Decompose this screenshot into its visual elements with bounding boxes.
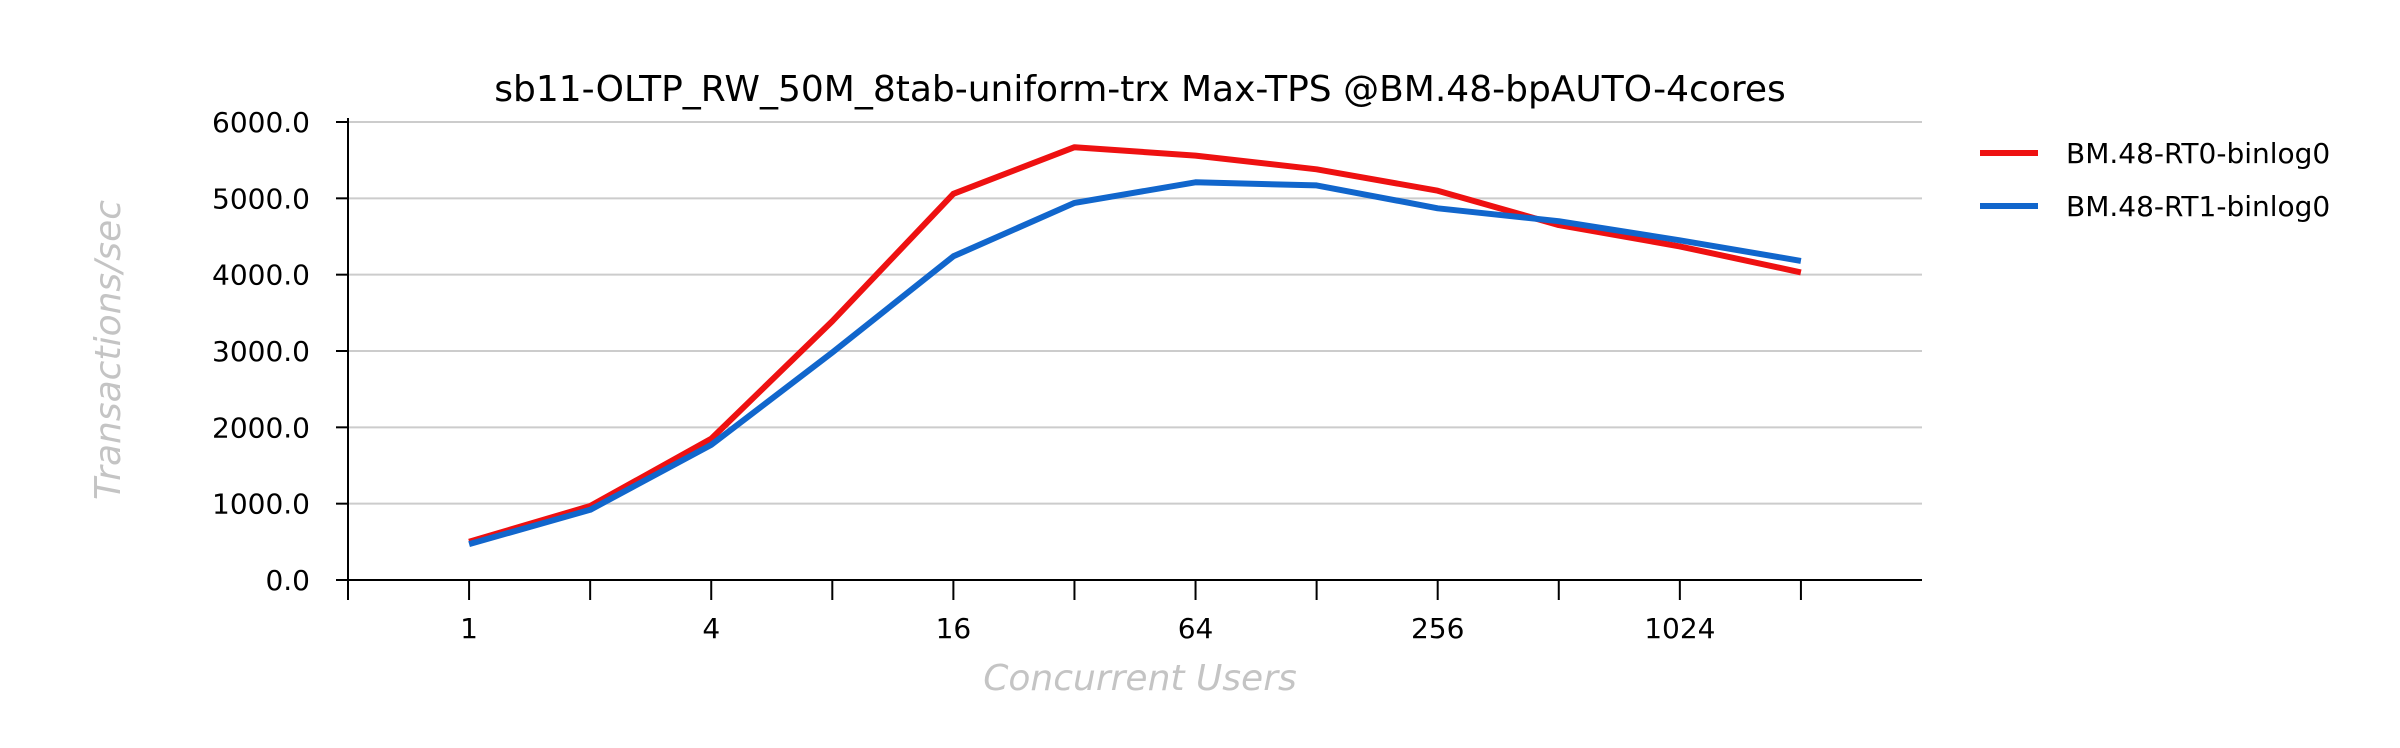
series-lines: [468, 144, 1802, 547]
x-tick-label: 16: [936, 612, 972, 645]
y-tick-label: 0.0: [265, 564, 310, 597]
x-tick-label: 4: [702, 612, 720, 645]
chart-title: sb11-OLTP_RW_50M_8tab-uniform-trx Max-TP…: [494, 69, 1785, 110]
x-tick-label: 1024: [1644, 612, 1715, 645]
x-axis-ticks: 1 4 16 64 256 1024: [347, 580, 1802, 645]
y-tick-label: 1000.0: [212, 488, 310, 521]
y-axis-ticks: 0.0 1000.0 2000.0 3000.0 4000.0 5000.0 6000.0: [212, 106, 348, 597]
y-axis-label: Transactions/sec: [88, 200, 129, 500]
y-tick-label: 5000.0: [212, 182, 310, 215]
legend-label: BM.48-RT1-binlog0: [2066, 190, 2330, 223]
y-tick-label: 4000.0: [212, 259, 310, 292]
legend-label: BM.48-RT0-binlog0: [2066, 137, 2330, 170]
series-line-2: [468, 179, 1802, 547]
gridlines: [348, 121, 1922, 505]
series-line-1: [468, 144, 1802, 545]
x-tick-label: 1: [460, 612, 478, 645]
x-axis-label: Concurrent Users: [983, 658, 1297, 699]
y-tick-label: 3000.0: [212, 335, 310, 368]
x-tick-label: 64: [1178, 612, 1214, 645]
x-tick-label: 256: [1411, 612, 1464, 645]
y-tick-label: 6000.0: [212, 106, 310, 139]
legend: BM.48-RT0-binlog0 BM.48-RT1-binlog0: [1980, 137, 2330, 223]
y-tick-label: 2000.0: [212, 411, 310, 444]
